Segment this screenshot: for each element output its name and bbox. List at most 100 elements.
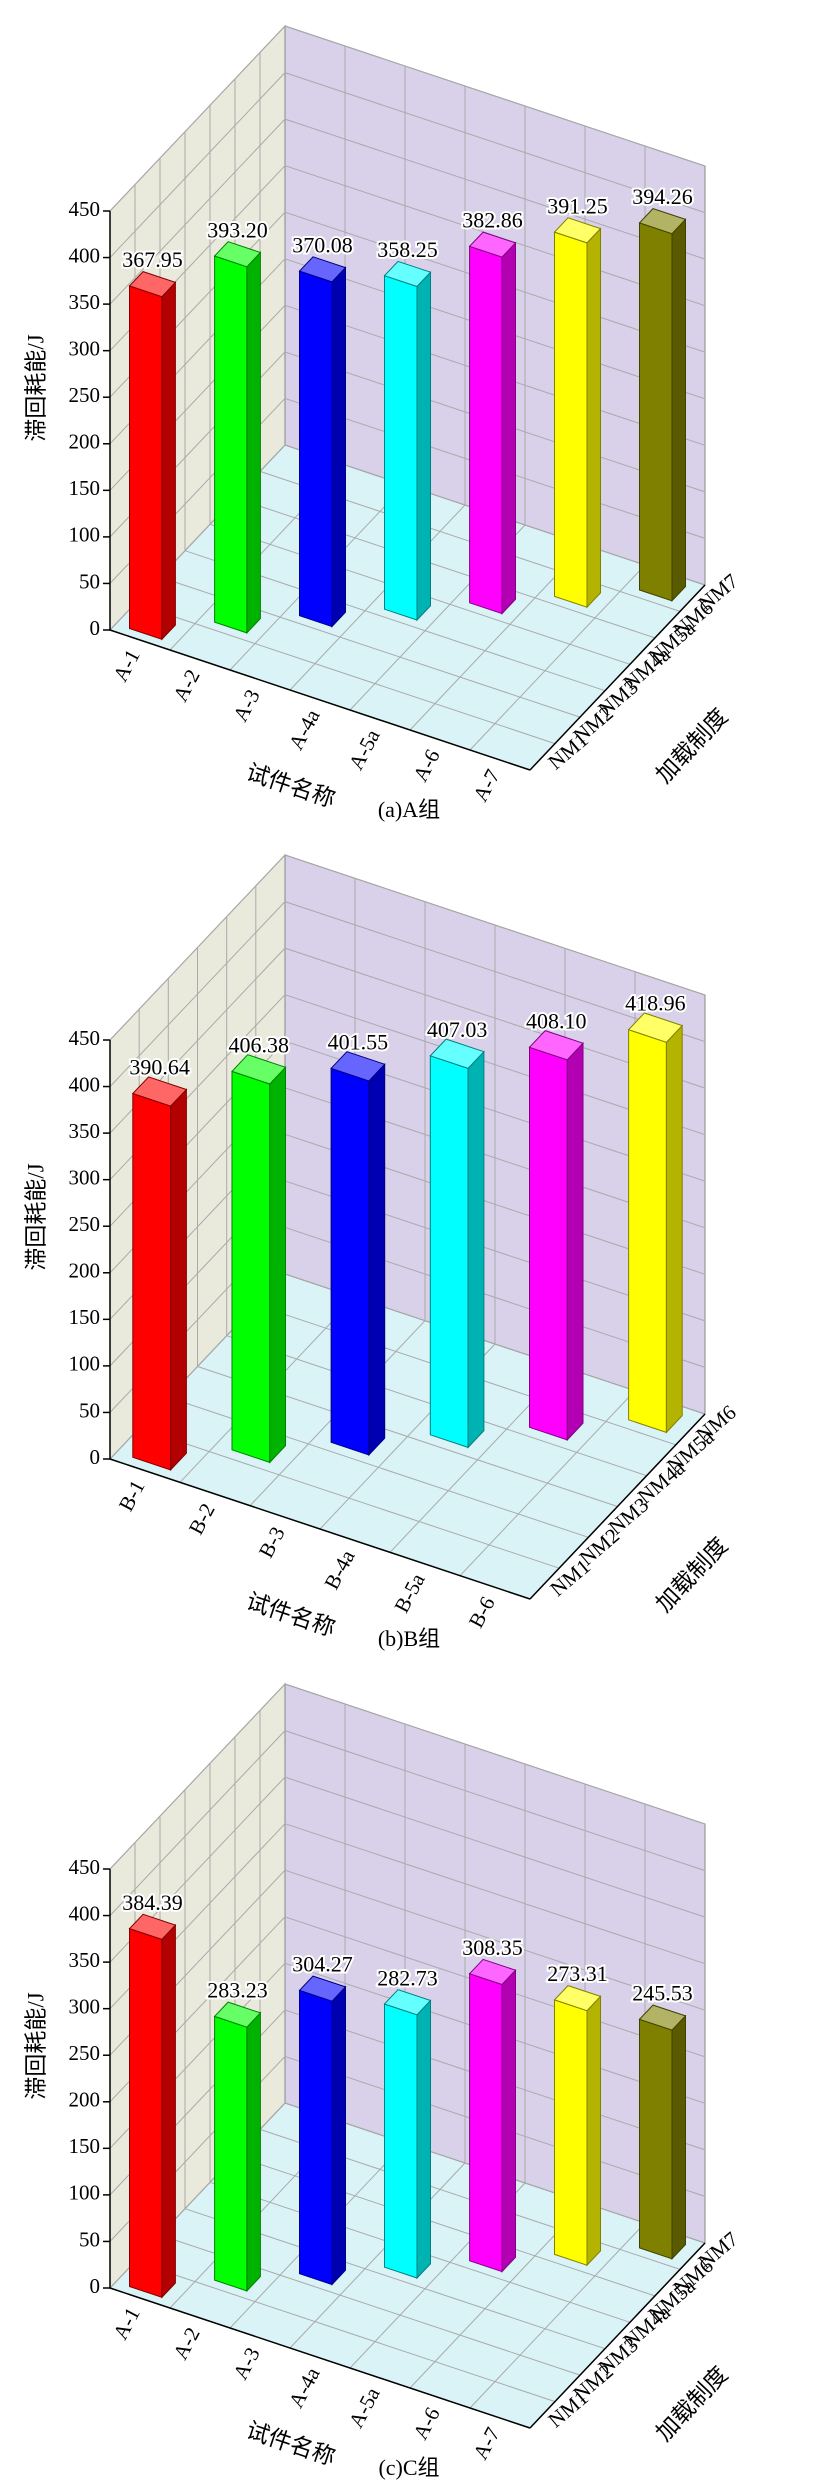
grid-line (109, 25, 706, 212)
bar-front (469, 245, 503, 615)
grid-line (109, 1730, 706, 1916)
x-tick-label: B-3 (254, 1523, 290, 1562)
y-tick-label: 50 (79, 569, 100, 593)
x-tick-label: A-3 (228, 685, 265, 725)
x-axis (109, 629, 531, 771)
y-tick-label: 150 (69, 476, 101, 500)
y-tick-label: 300 (69, 336, 101, 360)
value-label: 367.95 (122, 247, 183, 272)
y-tick-label: 50 (79, 2227, 100, 2251)
y-tick-label: 450 (69, 1026, 101, 1050)
y-tick-label: 400 (69, 1901, 101, 1925)
y-tick-label: 0 (90, 616, 101, 640)
value-label: 418.96 (625, 991, 686, 1016)
x-tick-label: B-2 (184, 1499, 220, 1538)
bar-front (554, 231, 588, 608)
bar-side (416, 270, 431, 622)
x-tick-label: A-5a (344, 725, 385, 774)
bar-top (213, 2001, 262, 2028)
bar-top (468, 231, 517, 258)
bar-side (416, 1999, 431, 2280)
bar-side (671, 2014, 686, 2261)
bar-front (132, 1092, 172, 1471)
depth-axis (529, 1413, 706, 1600)
caption: (c)C组 (378, 2455, 439, 2480)
grid-line (109, 854, 706, 1041)
bar-side (368, 1063, 386, 1457)
bar-side (170, 1088, 187, 1472)
bar-front (554, 1999, 588, 2266)
y-tick-label: 150 (69, 1305, 101, 1329)
x-tick-label: A-3 (228, 2343, 265, 2383)
chart-panel: 0 50 100 150 200 250 300 350 400 450 滞回耗能/J A-1 A-2 A… (23, 24, 743, 822)
y-tick-label: 50 (79, 1398, 100, 1422)
bar-front (384, 275, 418, 621)
grid-line (109, 1683, 706, 1870)
bar-front (628, 1029, 667, 1434)
bar-side (161, 1923, 176, 2299)
x-axis (109, 2287, 531, 2429)
value-label: 358.25 (377, 237, 438, 262)
bar-side (161, 281, 176, 641)
bar-top (553, 1985, 602, 2012)
y-tick-label: 150 (69, 2134, 101, 2158)
x-tick-label: B-5a (389, 1569, 430, 1617)
y-tick-label: 200 (69, 2088, 101, 2112)
bar-side (671, 218, 686, 603)
bar-side (246, 2011, 261, 2293)
depth-axis (529, 584, 706, 771)
y-tick-label: 250 (69, 383, 101, 407)
x-tick-label: A-1 (108, 2303, 145, 2343)
chart-panel: 0 50 100 150 200 250 300 350 400 450 滞回耗能/J B-1 B-2 B… (23, 853, 741, 1651)
x-tick-label: B-6 (464, 1593, 500, 1632)
y-tick-label: 0 (90, 2274, 101, 2298)
bar-front (129, 1927, 163, 2298)
y-axis-title: 滞回耗能/J (23, 1992, 48, 2099)
x-tick-label: B-1 (114, 1476, 150, 1515)
bar-front (214, 255, 248, 634)
bar-front (231, 1070, 271, 1464)
caption: (b)B组 (378, 1626, 440, 1651)
bar-top (131, 1076, 188, 1107)
bar-side (269, 1066, 286, 1464)
bar-top (128, 1913, 177, 1940)
bar-top (429, 1038, 485, 1069)
value-label: 283.23 (207, 1978, 268, 2003)
x-tick-label: B-4a (319, 1545, 360, 1593)
y-tick-label: 300 (69, 1994, 101, 2018)
bar-top (627, 1012, 684, 1043)
bar-top (383, 1989, 432, 2016)
x-tick-label: A-7 (468, 2423, 505, 2463)
value-label: 384.39 (122, 1890, 183, 1915)
y-tick-label: 100 (69, 2181, 101, 2205)
bar-top (128, 271, 177, 298)
grid-line (109, 118, 706, 305)
bar-side (501, 1968, 516, 2273)
x-tick-label: A-6 (408, 2403, 445, 2443)
bar-top (638, 2004, 687, 2031)
x-tick-label: A-5a (344, 2383, 385, 2432)
y-tick-label: 450 (69, 197, 101, 221)
x-tick-label: A-1 (108, 645, 145, 685)
x-tick-label: A-4a (284, 705, 325, 754)
value-label: 408.10 (526, 1008, 587, 1033)
y-tick-label: 100 (69, 523, 101, 547)
depth-axis-title: 加载制度 (651, 704, 732, 788)
y-axis-title: 滞回耗能/J (23, 1163, 48, 1270)
bar-front (639, 2018, 673, 2260)
bar-front (214, 2015, 248, 2292)
x-axis-title: 试件名称 (243, 2417, 338, 2470)
grid-line (109, 1776, 706, 1963)
bar-top (231, 1054, 287, 1085)
bar-top (298, 1975, 347, 2002)
x-tick-label: A-6 (408, 745, 445, 785)
bar-side (586, 1995, 601, 2267)
value-label: 304.27 (292, 1952, 353, 1977)
bar-front (469, 1973, 503, 2273)
depth-axis-title: 加载制度 (651, 1533, 732, 1617)
value-label: 245.53 (632, 1981, 693, 2006)
y-tick-label: 250 (69, 2041, 101, 2065)
caption: (a)A组 (378, 797, 440, 822)
bar-top (528, 1030, 584, 1061)
